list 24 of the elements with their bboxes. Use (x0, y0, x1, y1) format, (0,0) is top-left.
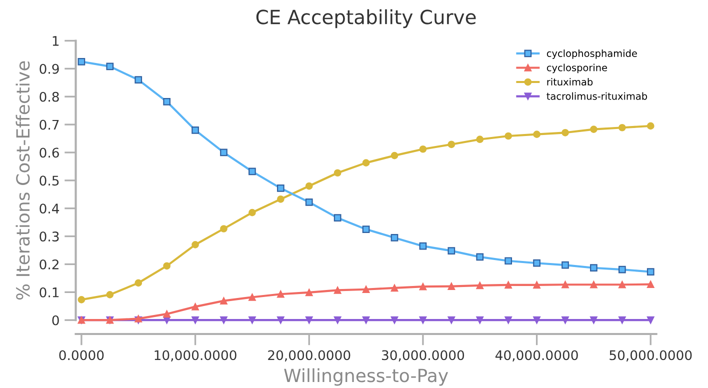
y-tick-label: 0.4 (40, 204, 60, 214)
y-tick-label: 1 (52, 36, 59, 46)
y-tick-label: 0.6 (40, 148, 59, 158)
x-tick-label: 30,000.0000 (382, 350, 464, 362)
y-tick-label: 0.9 (40, 64, 59, 74)
chart-title: CE Acceptability Curve (256, 9, 476, 28)
x-tick-label: 10,000.0000 (154, 350, 236, 362)
x-tick-label: 0.0000 (59, 350, 104, 360)
legend-label: rituximab (547, 78, 593, 86)
y-tick-label: 0.2 (40, 259, 58, 270)
y-axis-title: % Iterations Cost-Effective (16, 61, 30, 300)
y-tick-label: 0.1 (40, 287, 59, 298)
y-tick-label: 0.8 (40, 92, 59, 102)
y-tick-label: 0 (52, 315, 59, 326)
legend-label: cyclophosphamide (546, 49, 637, 59)
legend-label: cyclosporine (546, 64, 607, 74)
y-tick-label: 0.3 (40, 232, 59, 242)
y-tick-label: 0.7 (40, 120, 59, 130)
y-tick-label: 0.5 (40, 176, 59, 186)
x-tick-label: 20,000.0000 (268, 350, 350, 362)
x-tick-label: 50,000.0000 (610, 350, 692, 362)
x-axis-title: Willingness-to-Pay (284, 368, 448, 386)
x-tick-label: 40,000.0000 (495, 350, 578, 362)
legend-label: tacrolimus-rituximab (546, 92, 648, 100)
